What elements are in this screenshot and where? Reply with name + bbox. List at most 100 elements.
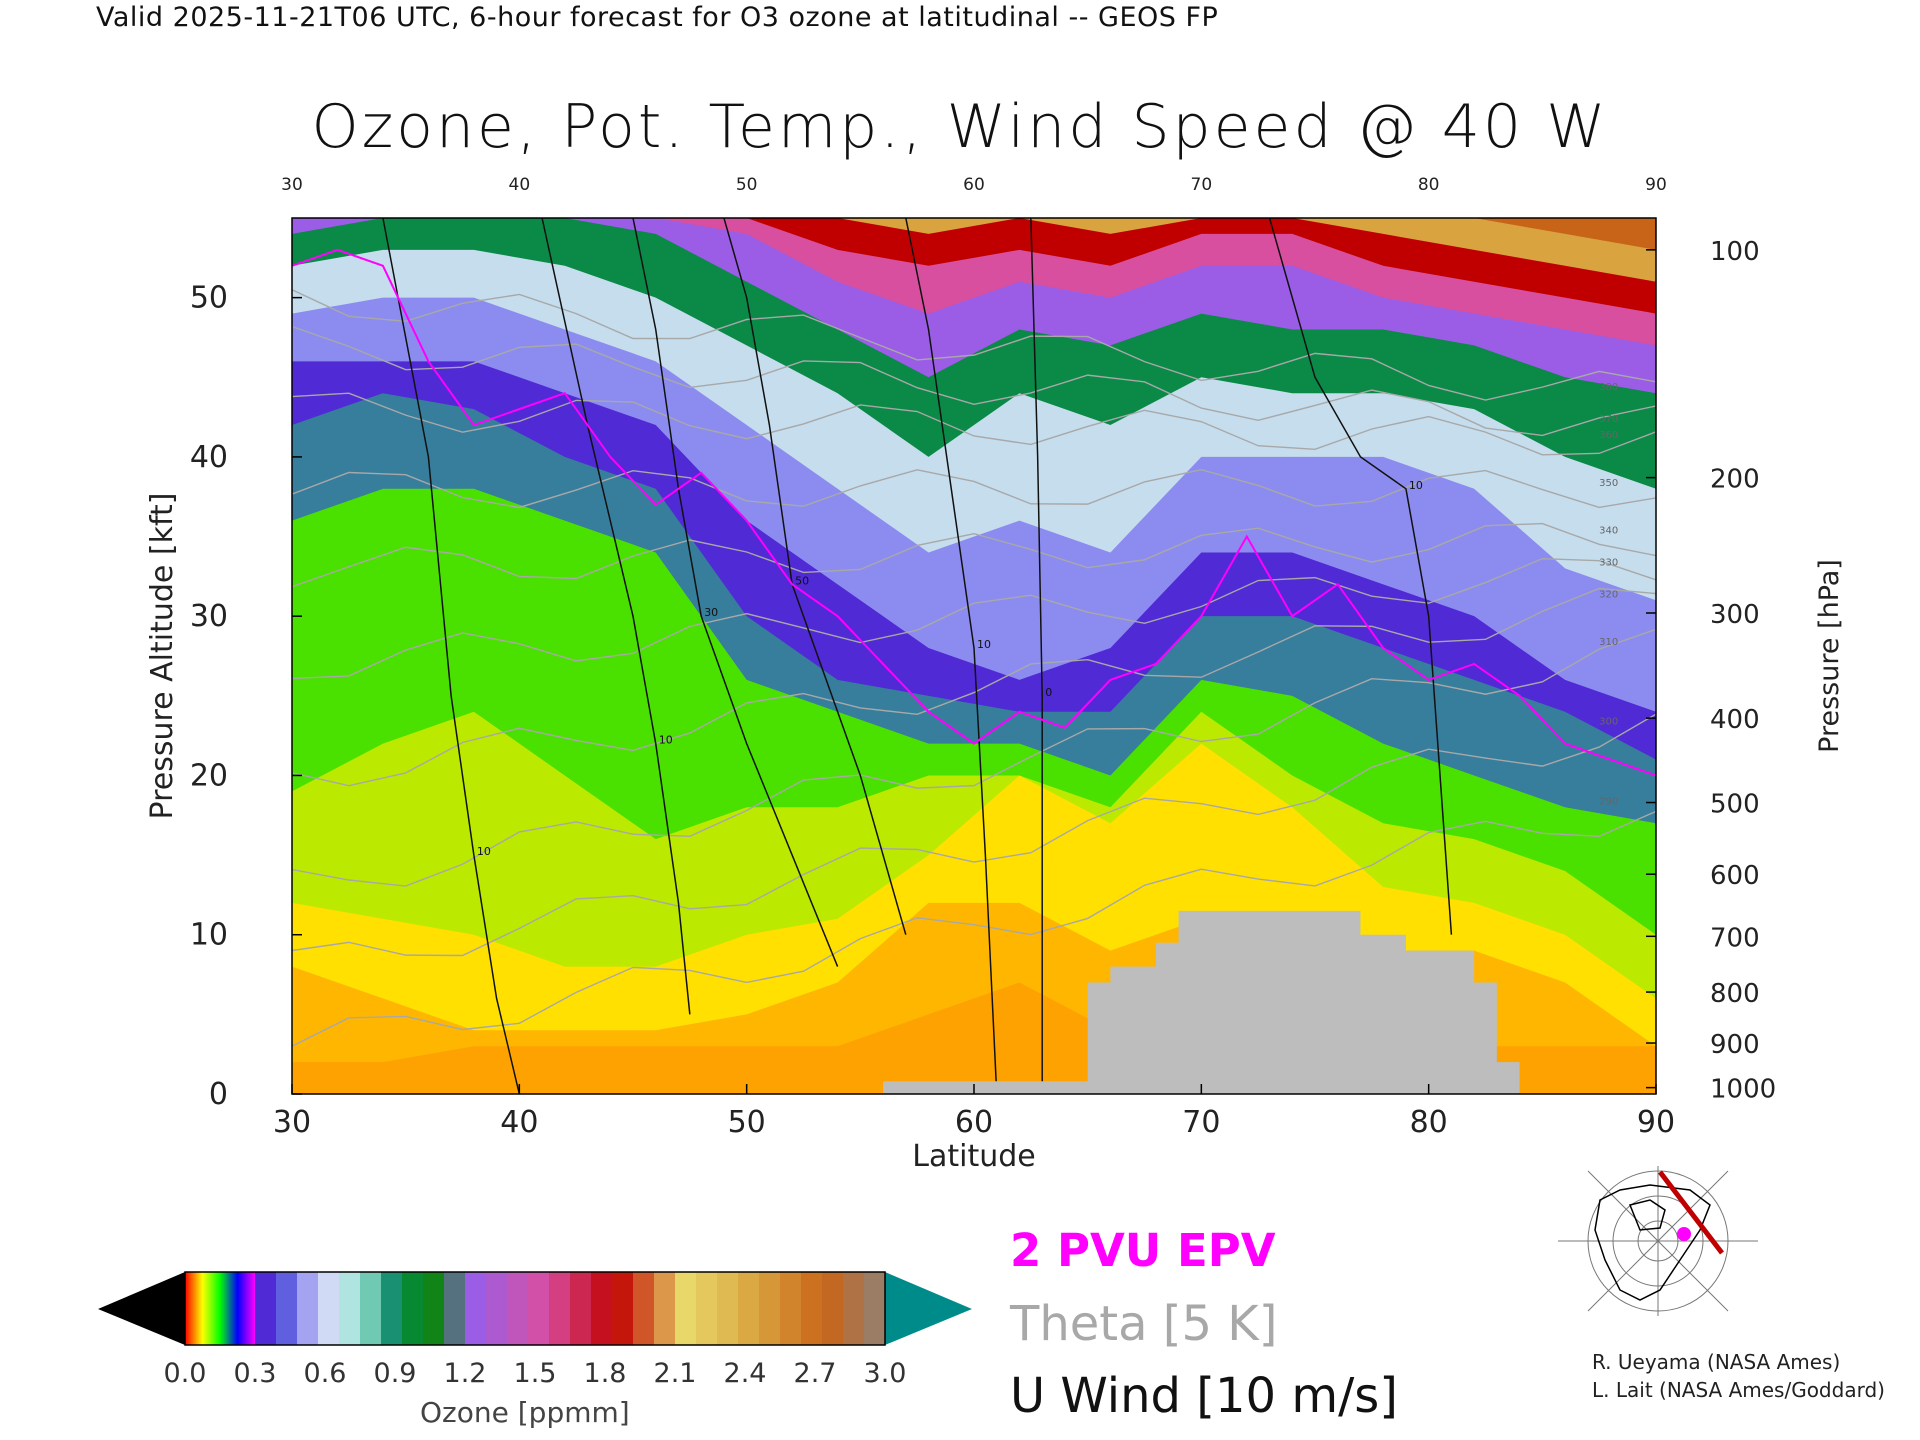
map-inset (1558, 1166, 1758, 1316)
theta-label: 350 (1599, 478, 1618, 489)
pressure-tick-label: 700 (1710, 923, 1760, 953)
u-wind-line (541, 218, 691, 1015)
theta-line (292, 628, 1656, 887)
x-top-tick-label: 90 (1645, 175, 1667, 195)
u-wind-label: 0 (1045, 686, 1052, 699)
pressure-tick-label: 500 (1710, 790, 1760, 820)
colorbar-segment (696, 1272, 718, 1345)
theta-line (292, 289, 1656, 401)
u-wind-label: 10 (659, 734, 673, 747)
colorbar-over-arrow (885, 1272, 972, 1345)
x-tick-label: 40 (500, 1105, 538, 1140)
colorbar-frame (184, 1271, 886, 1346)
y-tick-label: 20 (190, 758, 228, 793)
theta-line (292, 713, 1656, 957)
colorbar-segment (318, 1272, 340, 1345)
location-marker (1677, 1227, 1691, 1241)
colorbar-segment (339, 1272, 361, 1345)
u-wind-label: 30 (704, 606, 718, 619)
x-top-tick-label: 70 (1191, 175, 1213, 195)
y-axis-label-right: Pressure [hPa] (1814, 559, 1845, 753)
x-top-tick-label: 40 (509, 175, 531, 195)
colorbar-segment (255, 1272, 277, 1345)
epv-2pvu-line (292, 248, 1656, 777)
forecast-header: Valid 2025-11-21T06 UTC, 6-hour forecast… (96, 2, 1219, 33)
colorbar-segment (717, 1272, 739, 1345)
u-wind-line (723, 218, 907, 935)
u-wind-contours: 10 10 30 50 10 0 10 (382, 218, 1453, 1094)
colorbar-tick: 3.0 (863, 1358, 907, 1389)
colorbar-tick: 1.8 (583, 1358, 627, 1389)
pressure-tick-label: 600 (1710, 861, 1760, 891)
theta-label: 340 (1599, 526, 1618, 537)
u-wind-line (632, 218, 839, 967)
u-wind-label: 10 (977, 638, 991, 651)
theta-label: 370 (1599, 414, 1618, 425)
y-axis-label-left: Pressure Altitude [kft] (145, 493, 180, 820)
u-wind-label: 10 (1409, 479, 1423, 492)
colorbar-segment (444, 1272, 466, 1345)
y-tick-label: 10 (190, 918, 228, 953)
x-top-tick-label: 50 (736, 175, 758, 195)
pressure-tick-label: 900 (1710, 1030, 1760, 1060)
colorbar-segment (612, 1272, 634, 1345)
y-tick-label: 0 (209, 1077, 228, 1112)
colorbar-tick: 0.6 (303, 1358, 347, 1389)
u-wind-line (1030, 218, 1043, 1094)
x-tick-label: 80 (1410, 1105, 1448, 1140)
colorbar (98, 1271, 972, 1346)
colorbar-segment (465, 1272, 487, 1345)
colorbar-tick: 1.5 (513, 1358, 557, 1389)
x-top-tick-label: 60 (963, 175, 985, 195)
colorbar-label: Ozone [ppmm] (420, 1396, 630, 1429)
x-tick-label: 30 (273, 1105, 311, 1140)
colorbar-segment (423, 1272, 445, 1345)
theta-label: 360 (1599, 430, 1618, 441)
colorbar-segment (654, 1272, 676, 1345)
theta-line (292, 522, 1656, 588)
x-tick-label: 90 (1637, 1105, 1675, 1140)
x-top-tick-label: 80 (1418, 175, 1440, 195)
colorbar-segment (675, 1272, 697, 1345)
u-wind-label: 50 (795, 574, 809, 587)
colorbar-segment (864, 1272, 886, 1345)
colorbar-segment (822, 1272, 844, 1345)
chart-title: Ozone, Pot. Temp., Wind Speed @ 40 W (311, 92, 1609, 162)
epv-contour (292, 248, 1656, 777)
credit-line-1: R. Ueyama (NASA Ames) (1592, 1350, 1841, 1374)
x-tick-label: 60 (955, 1105, 993, 1140)
colorbar-tick: 0.9 (373, 1358, 417, 1389)
colorbar-segment (549, 1272, 571, 1345)
colorbar-segment (381, 1272, 403, 1345)
colorbar-tick: 0.3 (233, 1358, 277, 1389)
colorbar-segment (486, 1272, 508, 1345)
colorbar-segment (780, 1272, 802, 1345)
colorbar-segment (738, 1272, 760, 1345)
theta-line (292, 325, 1656, 437)
colorbar-segment (759, 1272, 781, 1345)
theta-line (292, 392, 1656, 456)
theta-label: 300 (1599, 717, 1618, 728)
theta-label: 290 (1599, 796, 1618, 807)
terrain (883, 910, 1520, 1094)
theta-line (292, 557, 1656, 680)
colorbar-segment (633, 1272, 655, 1345)
y-tick-label: 30 (190, 599, 228, 634)
colorbar-tick: 1.2 (443, 1358, 487, 1389)
theta-line (292, 810, 1656, 1047)
pressure-tick-label: 100 (1710, 237, 1760, 267)
colorbar-segment (276, 1272, 298, 1345)
u-wind-line (382, 218, 521, 1094)
colorbar-segment (360, 1272, 382, 1345)
theta-label: 310 (1599, 637, 1618, 648)
colorbar-segment (843, 1272, 865, 1345)
pressure-tick-label: 300 (1710, 600, 1760, 630)
colorbar-segment (570, 1272, 592, 1345)
axes: 3030404050506060707080809090010203040501… (190, 175, 1776, 1140)
pressure-tick-label: 800 (1710, 979, 1760, 1009)
theta-line (292, 469, 1656, 509)
y-tick-label: 40 (190, 440, 228, 475)
u-wind-label: 10 (477, 845, 491, 858)
theta-label: 380 (1599, 382, 1618, 393)
colorbar-tick: 0.0 (163, 1358, 207, 1389)
